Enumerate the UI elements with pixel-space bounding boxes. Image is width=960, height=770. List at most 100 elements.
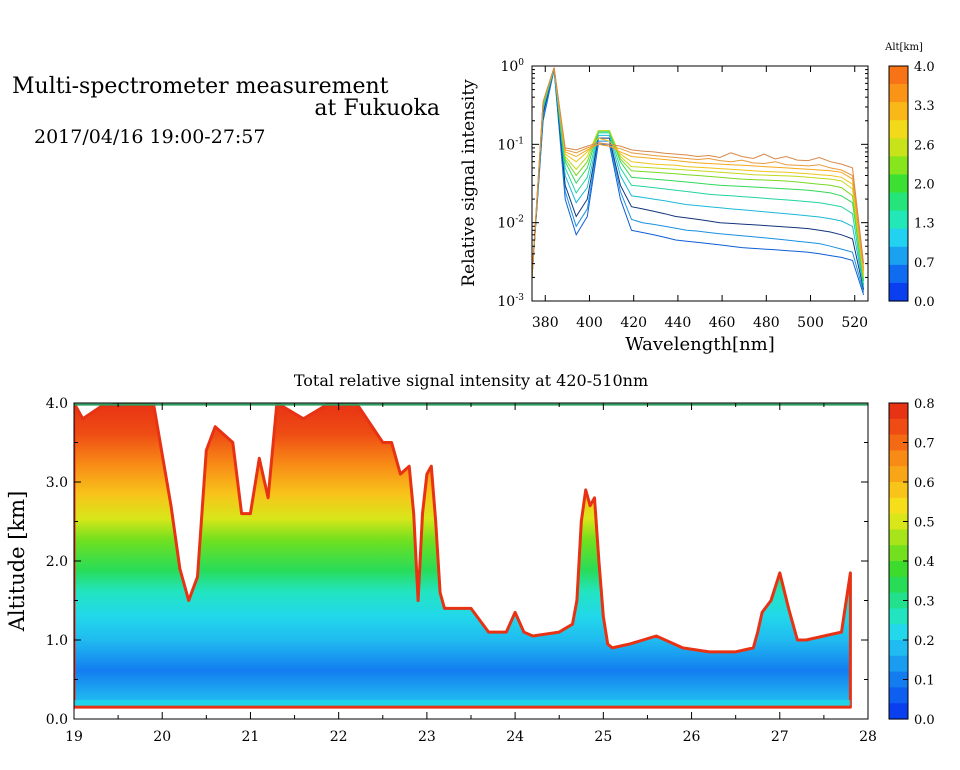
heatmap-colorbar-band (889, 450, 908, 467)
heatmap-colorbar-band (889, 466, 908, 483)
spectrum-xtick-label: 520 (841, 315, 868, 331)
spectrum-colorbar-band (889, 282, 908, 302)
spectrum-ytick-label: 10-3 (497, 293, 524, 310)
heatmap-ytick-label: 0.0 (46, 712, 68, 728)
heatmap-ytick-label: 4.0 (46, 396, 68, 412)
heatmap-xtick-label: 21 (242, 729, 260, 745)
heatmap-xtick-label: 27 (771, 729, 789, 745)
heatmap-colorbar-band (889, 545, 908, 562)
spectrum-colorbar-band (889, 138, 908, 157)
heatmap-colorbar-band (889, 592, 908, 609)
heatmap-colorbar-label: 0.3 (914, 595, 935, 610)
spectrum-xtick-label: 400 (576, 315, 603, 331)
heatmap-xtick-label: 20 (153, 729, 171, 745)
spectrum-series-line-10 (532, 67, 865, 278)
heatmap-colorbar-band (889, 529, 908, 546)
spectrum-colorbar-band (889, 102, 908, 121)
spectrum-colorbar-label: 3.3 (914, 99, 935, 114)
heatmap-colorbar-band (889, 576, 908, 594)
spectrum-series-line-7 (532, 67, 865, 278)
spectrum-xtick-label: 380 (532, 315, 559, 331)
spectrum-colorbar-label: 4.0 (914, 60, 935, 75)
spectrum-ytick-label: 10-1 (497, 136, 524, 153)
heatmap-colorbar-band (889, 608, 908, 625)
spectrum-series-line-3 (532, 68, 865, 288)
heatmap-ylabel: Altitude [km] (5, 491, 29, 633)
spectrum-colorbar-label: 1.3 (914, 217, 935, 232)
heatmap-xtick-label: 19 (65, 729, 83, 745)
spectrum-colorbar-band (889, 156, 908, 176)
heatmap-xtick-label: 26 (683, 729, 701, 745)
heatmap-colorbar-band (889, 418, 908, 436)
heatmap-colorbar-band (889, 403, 908, 420)
spectrum-series-line-2 (532, 68, 865, 290)
heatmap-colorbar-band (889, 687, 908, 704)
heatmap-chart: Total relative signal intensity at 420-5… (5, 371, 935, 745)
spectrum-xtick-label: 440 (665, 315, 692, 331)
spectrum-ytick-label: 100 (500, 58, 524, 75)
spectrum-ytick-label: 10-2 (497, 215, 524, 232)
spectrum-xtick-label: 460 (709, 315, 736, 331)
heatmap-ytick-label: 1.0 (46, 633, 68, 649)
heatmap-xtick-label: 22 (330, 729, 348, 745)
heatmap-colorbar-label: 0.8 (914, 397, 935, 412)
heatmap-title: Total relative signal intensity at 420-5… (294, 371, 648, 390)
spectrum-series-line-9 (532, 67, 865, 278)
heatmap-colorbar-band (889, 703, 908, 720)
heatmap-colorbar-band (889, 671, 908, 688)
spectrum-colorbar-band (889, 246, 908, 266)
spectrum-series-line-6 (532, 67, 865, 280)
spectrum-colorbar-band (889, 192, 908, 212)
heatmap-colorbar-band (889, 482, 908, 499)
spectrum-colorbar-label: 2.0 (914, 178, 935, 193)
heatmap-colorbar-label: 0.7 (914, 437, 935, 452)
spectrum-colorbar-band (889, 210, 908, 230)
spectrum-ylabel: Relative signal intensity (459, 79, 479, 287)
spectrum-colorbar-label: 0.7 (914, 256, 935, 271)
spectrum-series-line-5 (532, 67, 865, 282)
spectrum-colorbar-band (889, 228, 908, 248)
figure-title-line1: Multi-spectrometer measurement (12, 74, 389, 99)
spectrum-colorbar-band (889, 84, 908, 103)
heatmap-colorbar-label: 0.6 (914, 476, 935, 491)
spectrum-chart: 380 400 420 440 460 480 500 520 10-3 10-2 10-1 100… (459, 42, 935, 355)
heatmap-xtick-label: 28 (859, 729, 877, 745)
heatmap-colorbar-band (889, 561, 908, 578)
spectrum-colorbar-label: 2.6 (914, 138, 935, 153)
heatmap-xtick-label: 25 (594, 729, 612, 745)
spectrum-colorbar-band (889, 174, 908, 194)
spectrum-colorbar-band (889, 264, 908, 284)
spectrum-colorbar-band (889, 120, 908, 139)
spectrum-frame (531, 65, 869, 302)
heatmap-xtick-label: 24 (506, 729, 524, 745)
spectrum-xtick-label: 480 (753, 315, 780, 331)
heatmap-colorbar-label: 0.1 (914, 674, 935, 689)
heatmap-colorbar-label: 0.2 (914, 634, 935, 649)
heatmap-colorbar-label: 0.0 (914, 713, 935, 728)
spectrum-xtick-label: 420 (620, 315, 647, 331)
heatmap-ground-layer (74, 700, 851, 706)
spectrum-colorbar-band (889, 66, 908, 85)
spectrum-series-line-11 (532, 67, 865, 278)
heatmap-colorbar-band (889, 624, 908, 641)
spectrum-series-line-1 (532, 69, 865, 293)
heatmap-colorbar-band (889, 513, 908, 530)
heatmap-colorbar-label: 0.5 (914, 516, 935, 531)
heatmap-colorbar-band (889, 497, 908, 515)
spectrum-colorbar-label: 0.0 (914, 295, 935, 310)
spectrum-series-line-8 (532, 67, 865, 278)
figure-title-line2: at Fukuoka (314, 96, 440, 121)
heatmap-colorbar-band (889, 655, 908, 673)
spectrum-xlabel: Wavelength[nm] (625, 334, 775, 355)
spectrum-series-line-0 (532, 69, 865, 295)
heatmap-ytick-label: 2.0 (46, 554, 68, 570)
heatmap-xtick-label: 23 (418, 729, 436, 745)
spectrum-colorbar-frame (888, 65, 909, 302)
heatmap-intensity-field (74, 403, 852, 709)
spectrum-xtick-label: 500 (797, 315, 824, 331)
spectrum-colorbar-title: Alt[km] (884, 42, 923, 53)
spectrum-series-line-4 (532, 67, 865, 286)
heatmap-colorbar-band (889, 434, 908, 451)
heatmap-ytick-label: 3.0 (46, 475, 68, 491)
heatmap-colorbar-band (889, 640, 908, 657)
